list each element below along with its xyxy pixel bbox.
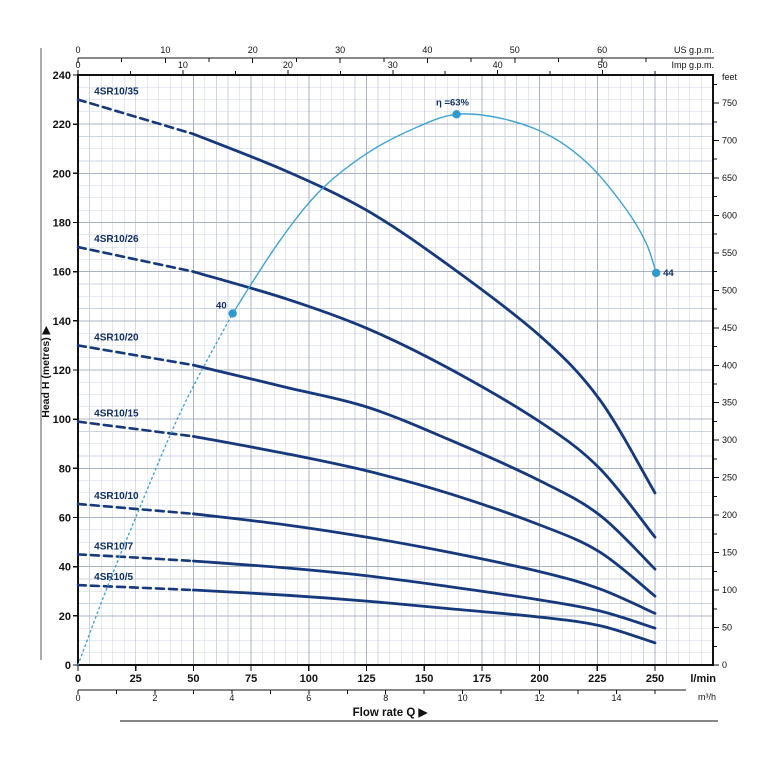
us-gpm-tick-label: 30 xyxy=(335,45,345,55)
feet-unit-label: feet xyxy=(722,72,738,82)
feet-tick-label: 150 xyxy=(722,548,737,558)
pump-curve xyxy=(192,270,657,539)
x-axis-title: Flow rate Q ▶ xyxy=(353,707,429,719)
lmin-tick-label: 125 xyxy=(357,673,375,685)
pump-curve-label: 4SR10/15 xyxy=(94,409,139,420)
m3h-tick-label: 8 xyxy=(383,693,388,703)
lmin-tick-label: 250 xyxy=(646,673,664,685)
lmin-tick-label: 225 xyxy=(588,673,606,685)
metres-tick-label: 0 xyxy=(65,660,71,672)
lmin-unit-label: l/min xyxy=(690,673,716,685)
pump-curve-label: 4SR10/35 xyxy=(94,87,139,98)
efficiency-point xyxy=(228,309,237,318)
pump-curve-dashed xyxy=(76,245,195,273)
efficiency-point-label: 44 xyxy=(663,268,674,279)
metres-tick-label: 60 xyxy=(59,513,71,525)
pump-curve-dashed xyxy=(76,583,195,592)
pump-curve xyxy=(192,363,657,571)
feet-tick-label: 500 xyxy=(722,285,737,295)
lmin-tick-label: 175 xyxy=(473,673,491,685)
imp-gpm-tick-label: 10 xyxy=(178,60,188,70)
lmin-tick-label: 75 xyxy=(245,673,257,685)
us-gpm-unit-label: US g.p.m. xyxy=(674,45,714,55)
feet-tick-label: 400 xyxy=(722,360,737,370)
feet-zero-label: 0 xyxy=(722,660,727,670)
feet-tick-label: 700 xyxy=(722,135,737,145)
efficiency-curve-dotted xyxy=(77,312,234,666)
efficiency-point xyxy=(651,268,661,278)
imp-gpm-tick-label: 20 xyxy=(283,60,293,70)
metres-tick-label: 240 xyxy=(53,70,71,82)
pump-curve-dashed xyxy=(76,420,195,438)
metres-tick-label: 80 xyxy=(59,463,71,475)
pump-curve-dashed xyxy=(76,553,195,563)
y-axis-title: Head H (metres) ▶ xyxy=(40,325,52,417)
metres-tick-label: 100 xyxy=(53,414,71,426)
pump-curve-dashed xyxy=(76,502,195,516)
pump-curve xyxy=(192,512,657,615)
lmin-tick-label: 150 xyxy=(415,673,433,685)
lmin-tick-label: 0 xyxy=(75,673,81,685)
feet-tick-label: 50 xyxy=(722,623,732,633)
lmin-tick-label: 50 xyxy=(187,673,199,685)
feet-tick-label: 250 xyxy=(722,473,737,483)
metres-tick-label: 40 xyxy=(59,562,71,574)
pump-curve xyxy=(192,132,657,495)
pump-curve xyxy=(192,434,657,598)
feet-tick-label: 350 xyxy=(722,398,737,408)
feet-tick-label: 100 xyxy=(722,585,737,595)
feet-tick-label: 450 xyxy=(722,323,737,333)
us-gpm-tick-label: 60 xyxy=(597,45,607,55)
us-gpm-tick-label: 20 xyxy=(248,45,258,55)
m3h-tick-label: 6 xyxy=(306,693,311,703)
m3h-tick-label: 2 xyxy=(152,693,157,703)
m3h-tick-label: 4 xyxy=(229,693,234,703)
imp-gpm-tick-label: 40 xyxy=(493,60,503,70)
lmin-tick-label: 100 xyxy=(300,673,318,685)
feet-tick-label: 650 xyxy=(722,173,737,183)
metres-tick-label: 180 xyxy=(53,218,71,230)
lmin-tick-label: 25 xyxy=(130,673,142,685)
imp-gpm-tick-label: 30 xyxy=(388,60,398,70)
feet-tick-label: 750 xyxy=(722,98,737,108)
efficiency-point xyxy=(452,110,461,119)
pump-curve-label: 4SR10/10 xyxy=(94,491,139,502)
us-gpm-tick-label: 10 xyxy=(160,45,170,55)
feet-tick-label: 300 xyxy=(722,435,737,445)
pump-curve-label: 4SR10/26 xyxy=(94,234,139,245)
efficiency-point-label: η =63% xyxy=(436,97,470,108)
metres-tick-label: 20 xyxy=(59,611,71,623)
metres-tick-label: 140 xyxy=(53,316,71,328)
pump-curve-label: 4SR10/7 xyxy=(94,541,133,552)
m3h-tick-label: 14 xyxy=(612,693,622,703)
pump-curve-label: 4SR10/5 xyxy=(94,572,133,583)
pump-curve xyxy=(192,588,657,645)
lmin-tick-label: 200 xyxy=(530,673,548,685)
metres-tick-label: 200 xyxy=(53,168,71,180)
metres-tick-label: 160 xyxy=(53,267,71,279)
us-gpm-tick-label: 50 xyxy=(510,45,520,55)
pump-curve xyxy=(192,559,657,630)
feet-tick-label: 600 xyxy=(722,210,737,220)
m3h-tick-label: 10 xyxy=(458,693,468,703)
feet-tick-label: 550 xyxy=(722,248,737,258)
m3h-tick-label: 12 xyxy=(535,693,545,703)
efficiency-point-label: 40 xyxy=(216,300,227,311)
m3h-unit-label: m³/h xyxy=(698,692,716,702)
metres-tick-label: 120 xyxy=(53,365,71,377)
feet-tick-label: 200 xyxy=(722,510,737,520)
pump-curve-dashed xyxy=(76,344,195,367)
us-gpm-tick-label: 40 xyxy=(422,45,432,55)
metres-tick-label: 220 xyxy=(53,119,71,131)
imp-gpm-unit-label: Imp g.p.m. xyxy=(671,60,714,70)
pump-curve-label: 4SR10/20 xyxy=(94,332,139,343)
imp-gpm-tick-label: 0 xyxy=(75,60,80,70)
pump-curve-dashed xyxy=(76,98,195,136)
efficiency-curve xyxy=(232,113,657,314)
imp-gpm-tick-label: 50 xyxy=(598,60,608,70)
us-gpm-tick-label: 0 xyxy=(75,45,80,55)
m3h-tick-label: 0 xyxy=(75,693,80,703)
